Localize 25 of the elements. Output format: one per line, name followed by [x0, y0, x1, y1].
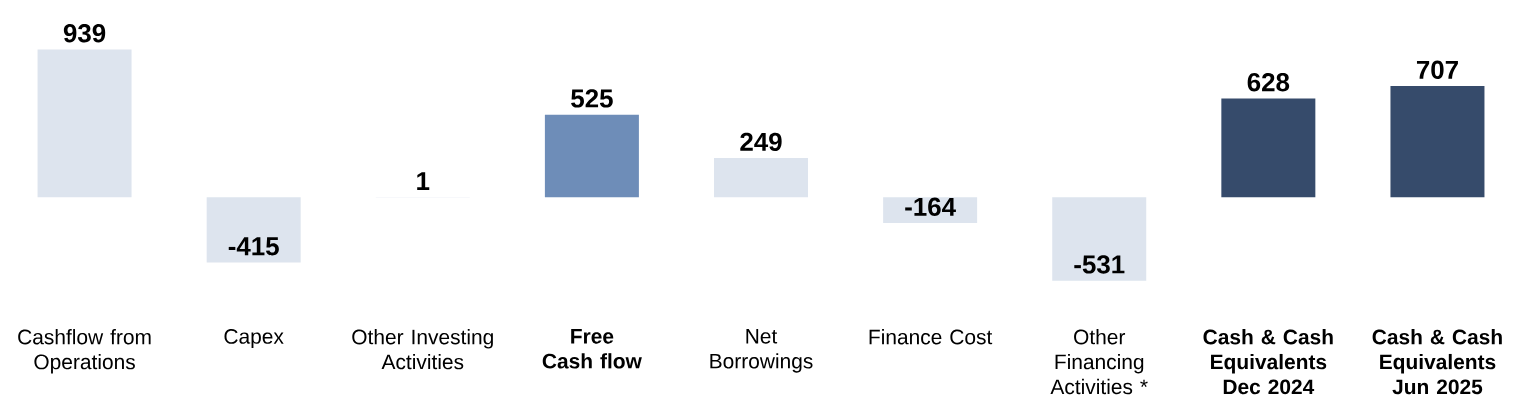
x-tick-label: Free Cash flow	[542, 329, 642, 369]
data-label: 1	[417, 172, 430, 190]
data-label: 525	[571, 89, 613, 108]
data-label: 707	[1416, 60, 1458, 79]
bar	[206, 197, 301, 263]
x-tick-label: Other Investing Activities	[352, 329, 493, 370]
x-tick-label: Net Borrowings	[710, 329, 813, 373]
data-label: -164	[905, 197, 956, 216]
x-tick-label: Cash & Cash Equivalents Dec 2024	[1203, 329, 1333, 395]
bar	[1052, 197, 1147, 281]
bar	[714, 158, 809, 198]
data-label: 939	[63, 24, 106, 43]
data-label: -415	[228, 237, 279, 256]
bar	[544, 114, 639, 198]
x-tick-label: Cashflow from Operations	[18, 329, 151, 374]
x-tick-label: Other Financing Activities *	[1050, 329, 1148, 395]
bar	[1221, 98, 1316, 198]
data-label: 628	[1247, 73, 1290, 92]
x-tick-label: Finance Cost	[869, 329, 993, 345]
x-tick-label: Capex	[224, 329, 284, 348]
bar	[1390, 86, 1485, 198]
bar	[37, 49, 132, 198]
data-label: 249	[740, 132, 782, 151]
x-tick-label: Cash & Cash Equivalents Jun 2025	[1372, 329, 1502, 395]
data-label: -531	[1074, 255, 1125, 274]
